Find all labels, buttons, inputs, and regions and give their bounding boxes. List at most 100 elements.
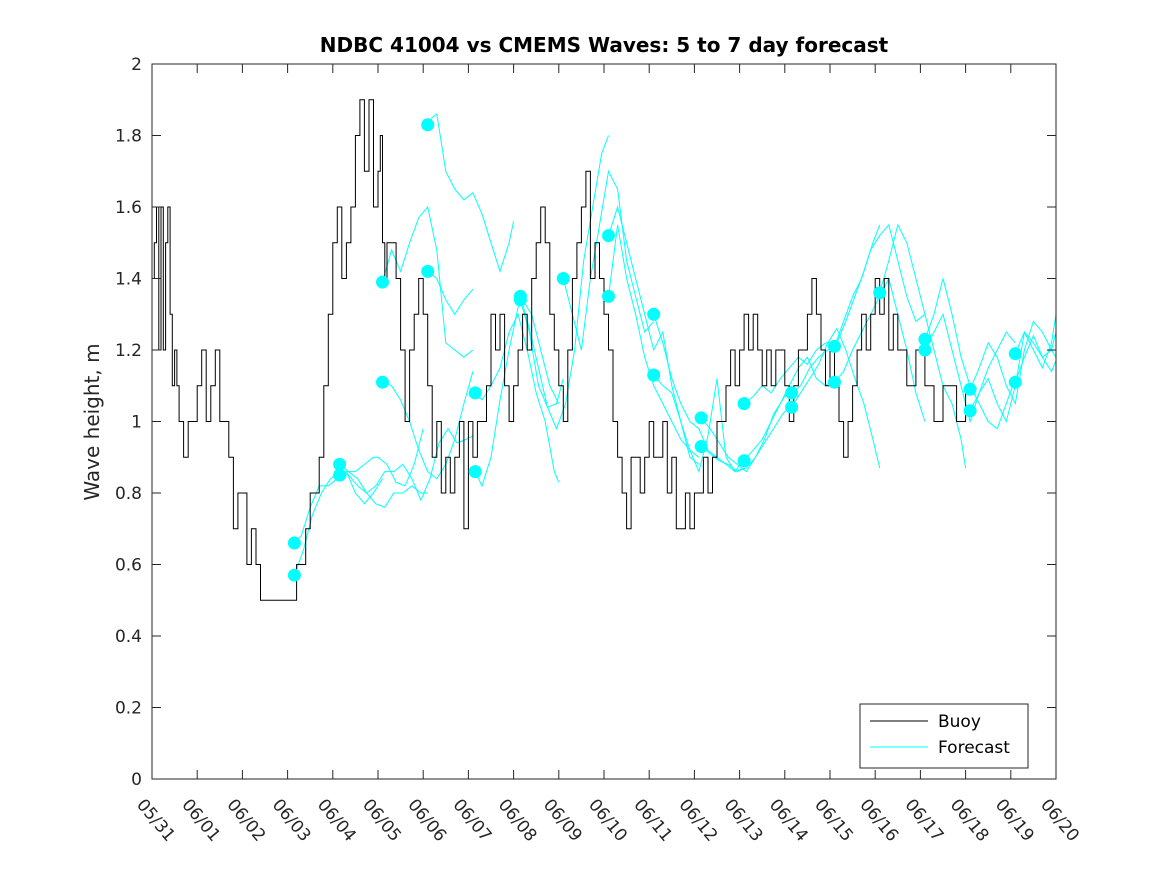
x-tick-label: 06/04 — [313, 795, 360, 845]
forecast-run-22 — [791, 327, 881, 469]
y-tick-label: 1.4 — [115, 270, 142, 290]
forecast-marker-14 — [602, 289, 615, 303]
forecast-run-4 — [382, 205, 474, 358]
forecast-marker-12 — [556, 272, 570, 285]
forecast-marker-2 — [333, 457, 347, 471]
forecast-marker-27 — [918, 343, 932, 357]
y-tick-label: 0 — [131, 770, 142, 790]
x-tick-label: 06/10 — [584, 795, 631, 845]
forecast-marker-8 — [468, 386, 482, 400]
x-tick-label: 06/03 — [268, 795, 315, 845]
plot-frame — [151, 63, 1057, 780]
forecast-run-21 — [791, 224, 881, 394]
forecast-marker-3 — [333, 468, 347, 482]
forecast-run-17 — [700, 385, 793, 473]
forecast-marker-24 — [828, 375, 841, 389]
forecast-run-9 — [474, 295, 560, 488]
forecast-run-19 — [743, 342, 835, 404]
y-tick-label: 0.4 — [115, 627, 142, 647]
legend-buoy-label: Buoy — [938, 712, 981, 732]
x-tick-label: 06/20 — [1036, 795, 1083, 845]
forecast-marker-15 — [647, 307, 661, 321]
forecast-marker-31 — [1008, 375, 1022, 389]
x-tick-label: 06/05 — [358, 795, 405, 845]
x-tick-label: 06/17 — [901, 795, 948, 845]
forecast-run-3 — [339, 428, 424, 487]
forecast-run-2 — [339, 427, 474, 502]
forecast-run-23 — [834, 223, 926, 347]
forecast-run-27 — [924, 312, 1016, 424]
x-tick-label: 06/08 — [494, 795, 541, 845]
forecast-run-16 — [653, 374, 745, 474]
chart-title: NDBC 41004 vs CMEMS Waves: 5 to 7 day fo… — [320, 33, 889, 57]
x-tick-label: 06/12 — [675, 795, 722, 845]
forecast-run-31 — [1014, 334, 1057, 383]
y-tick-label: 1 — [131, 413, 142, 433]
forecast-marker-22 — [785, 400, 799, 414]
forecast-marker-5 — [376, 375, 389, 389]
x-tick-label: 06/19 — [991, 795, 1038, 845]
forecast-run-18 — [700, 403, 792, 473]
forecast-run-1 — [293, 471, 428, 576]
y-tick-label: 0.2 — [115, 699, 142, 719]
x-tick-label: 06/02 — [223, 795, 270, 845]
x-tick-label: 06/13 — [720, 795, 767, 845]
forecast-run-30 — [1014, 331, 1057, 358]
x-tick-label: 06/09 — [539, 795, 586, 845]
legend-box — [859, 703, 1029, 769]
x-tick-label: 06/18 — [946, 795, 993, 845]
forecast-run-11 — [519, 299, 564, 408]
forecast-marker-7 — [421, 264, 435, 278]
forecast-marker-28 — [963, 382, 977, 396]
forecast-marker-4 — [376, 275, 389, 289]
x-tick-label: 06/01 — [177, 795, 224, 845]
plot-area — [152, 99, 1057, 601]
forecast-run-8 — [474, 312, 560, 483]
forecast-run-28 — [969, 320, 1057, 406]
forecast-marker-20 — [737, 454, 751, 468]
x-tick-label: 06/16 — [855, 795, 902, 845]
forecast-run-10 — [519, 135, 609, 431]
forecast-marker-11 — [513, 293, 527, 307]
forecast-marker-13 — [602, 229, 615, 243]
forecast-marker-0 — [287, 536, 301, 550]
forecast-run-15 — [653, 314, 745, 473]
forecast-run-12 — [562, 169, 655, 351]
x-tick-label: 06/11 — [629, 795, 676, 845]
forecast-run-5 — [382, 371, 474, 480]
forecast-marker-6 — [421, 118, 435, 132]
buoy-series — [152, 99, 975, 601]
forecast-marker-16 — [647, 368, 661, 382]
y-axis-label: Wave height, m — [80, 343, 104, 500]
x-tick-label: 05/31 — [132, 795, 179, 845]
forecast-marker-25 — [873, 286, 887, 300]
forecast-marker-19 — [737, 397, 751, 411]
forecast-marker-1 — [287, 568, 301, 582]
y-tick-label: 1.8 — [115, 127, 142, 147]
x-tick-label: 06/15 — [810, 795, 857, 845]
y-tick-label: 2 — [131, 55, 142, 75]
forecast-marker-9 — [468, 465, 482, 479]
y-tick-label: 1.2 — [115, 341, 142, 361]
y-tick-label: 1.6 — [115, 198, 142, 218]
legend-forecast-label: Forecast — [938, 738, 1010, 758]
forecast-marker-18 — [694, 440, 708, 453]
forecast-marker-26 — [918, 332, 932, 346]
forecast-marker-30 — [1008, 347, 1022, 361]
forecast-run-6 — [427, 113, 515, 274]
forecast-marker-17 — [694, 411, 708, 425]
x-tick-label: 06/06 — [403, 795, 450, 845]
forecast-run-7 — [427, 271, 474, 316]
x-tick-label: 06/07 — [449, 795, 496, 845]
legend: Buoy Forecast — [859, 703, 1029, 769]
forecast-run-29 — [969, 314, 1057, 423]
y-tick-label: 0.6 — [115, 556, 142, 576]
forecast-marker-29 — [963, 404, 977, 418]
forecast-marker-23 — [828, 339, 841, 353]
x-tick-label: 06/14 — [765, 795, 812, 845]
forecast-run-14 — [608, 224, 700, 458]
forecast-marker-21 — [785, 386, 799, 400]
y-axis: 0 0.2 0.4 0.6 0.8 1 1.2 1.4 1.6 1.8 2 — [115, 55, 1056, 790]
forecast-run-13 — [608, 205, 700, 465]
